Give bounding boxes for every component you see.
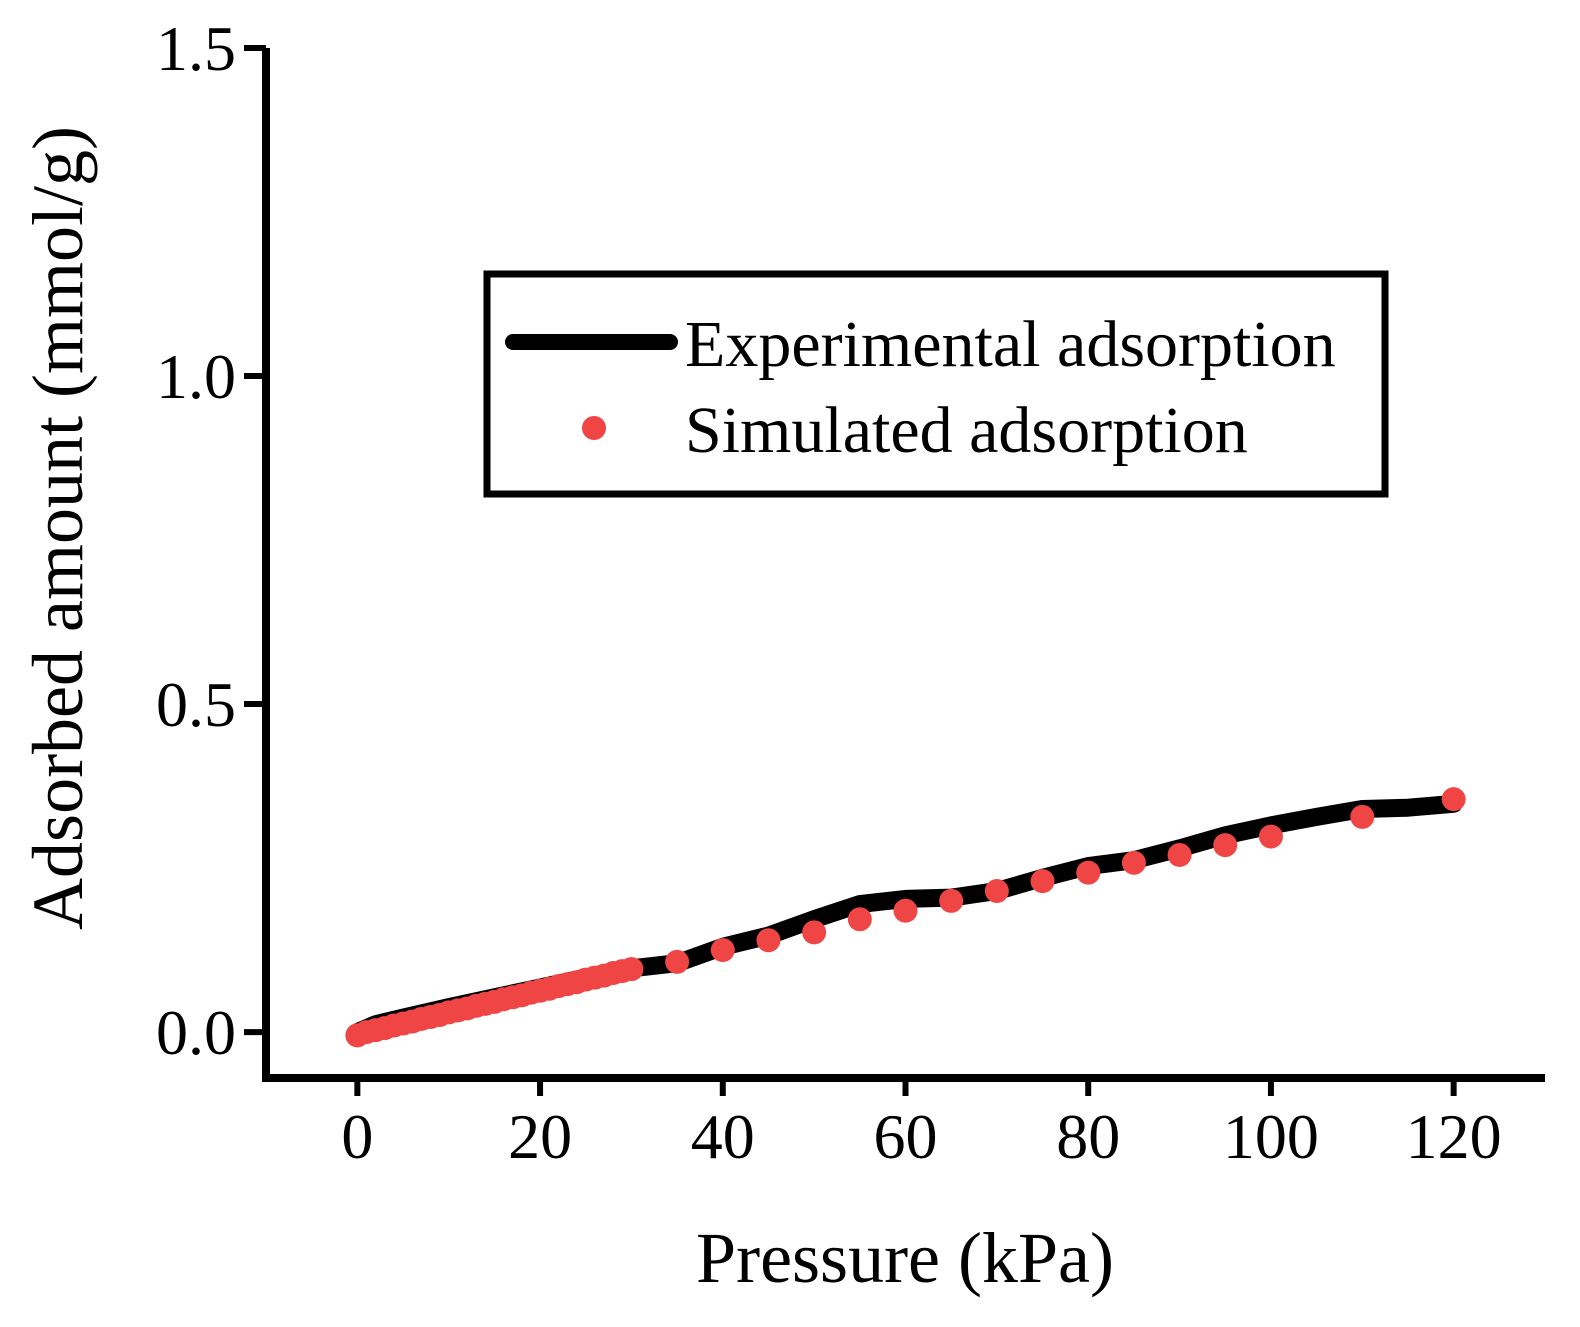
x-tick-label: 100 — [1223, 1101, 1319, 1172]
data-point-simulated — [939, 888, 964, 913]
data-point-simulated — [1076, 860, 1101, 885]
y-axis-title: Adsorbed amount (mmol/g) — [18, 126, 98, 930]
y-tick-label: 1.5 — [156, 13, 236, 84]
y-tick-label: 0.0 — [156, 997, 236, 1068]
y-tick-label: 0.5 — [156, 669, 236, 740]
data-point-simulated — [1030, 869, 1055, 894]
plot-area — [345, 787, 1466, 1048]
x-tick-label: 60 — [874, 1101, 938, 1172]
y-tick-label: 1.0 — [156, 341, 236, 412]
ticks: 0 20 40 60 80 100 120 0.0 0.5 1.0 1.5 — [156, 13, 1502, 1172]
axes — [262, 48, 1545, 1082]
legend-box — [483, 270, 1389, 498]
x-tick-label: 120 — [1406, 1101, 1502, 1172]
legend-dot-swatch — [582, 416, 606, 440]
data-point-simulated — [1441, 787, 1466, 812]
x-tick-label: 80 — [1056, 1101, 1120, 1172]
data-point-simulated — [665, 949, 690, 974]
data-point-simulated — [756, 928, 781, 953]
legend-label-experimental: Experimental adsorption — [685, 308, 1336, 381]
data-point-simulated — [802, 920, 827, 945]
x-tick-label: 40 — [691, 1101, 755, 1172]
data-point-simulated — [1167, 842, 1192, 867]
x-axis-title: Pressure (kPa) — [696, 1218, 1114, 1298]
data-point-simulated — [1121, 850, 1146, 875]
data-point-simulated — [1213, 833, 1238, 858]
data-point-simulated — [710, 938, 735, 963]
x-tick-label: 20 — [508, 1101, 572, 1172]
x-tick-label: 0 — [341, 1101, 373, 1172]
data-point-simulated — [847, 907, 872, 932]
data-point-simulated — [1350, 804, 1375, 829]
data-point-simulated — [984, 879, 1009, 904]
data-point-simulated — [1258, 824, 1283, 849]
data-point-simulated — [619, 957, 644, 982]
legend-label-simulated: Simulated adsorption — [685, 394, 1248, 467]
legend: Experimental adsorption Simulated adsorp… — [483, 270, 1389, 498]
data-point-simulated — [893, 898, 918, 923]
